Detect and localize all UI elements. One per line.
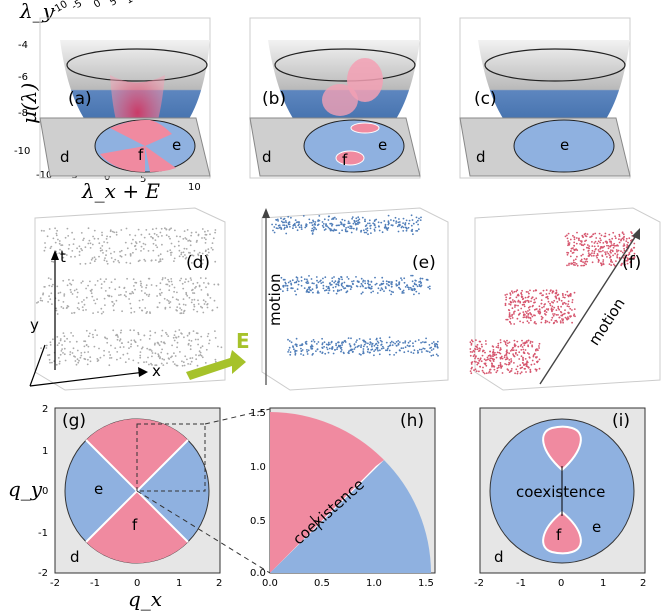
svg-text:-2: -2 [38,568,48,579]
svg-text:e: e [94,480,103,498]
svg-text:q_y: q_y [8,477,43,501]
svg-text:1.0: 1.0 [366,578,382,589]
panel-b-tag: (b) [262,89,286,109]
panel-f-tag: (f) [622,253,641,273]
svg-text:f: f [556,526,562,544]
panel-e: motion (e) [261,207,449,391]
svg-text:1.0: 1.0 [250,462,266,473]
svg-text:0: 0 [92,0,103,11]
panel-h: coexistence (h) 0.0 0.5 1.0 1.5 1.5 1.0 … [250,407,436,589]
svg-text:0.0: 0.0 [250,568,266,579]
panel-d-tag: (d) [186,253,210,273]
svg-text:2: 2 [640,578,646,589]
field-label: E [236,329,250,353]
svg-text:f: f [138,146,144,164]
svg-text:-2: -2 [50,578,60,589]
svg-text:2: 2 [42,404,48,415]
panel-c-tag: (c) [474,89,497,109]
panel-c: (c) d e [459,17,631,179]
svg-text:2: 2 [216,578,222,589]
svg-text:y: y [30,316,39,334]
svg-text:-10: -10 [36,170,52,181]
svg-text:-4: -4 [18,40,28,51]
svg-text:q_x: q_x [128,587,162,611]
svg-text:1: 1 [176,578,182,589]
svg-text:-2: -2 [474,578,484,589]
top-row: μ(λ) λ_y λ_x + E -10 -5 0 5 10 -4 -6 -8 … [14,0,631,203]
panel-b-box [249,17,421,179]
lambda-y-axis-label: λ_y [19,0,55,23]
svg-text:d: d [262,148,272,166]
panel-b: (b) d e f [249,17,421,179]
field-arrow [186,350,246,380]
svg-text:-6: -6 [18,72,28,83]
svg-text:x: x [152,362,161,380]
svg-text:d: d [70,548,80,566]
svg-text:-8: -8 [18,108,28,119]
panel-a-tag: (a) [68,89,92,109]
svg-text:-5: -5 [70,0,84,13]
svg-text:1.5: 1.5 [418,578,434,589]
svg-text:d: d [494,548,504,566]
svg-text:1.5: 1.5 [250,408,266,419]
panel-f: motion (f) [469,207,661,391]
panel-h-tag: (h) [400,411,424,431]
svg-text:f: f [132,516,138,534]
svg-text:10: 10 [124,0,141,7]
panel-i: coexistence (i) d e f -2 -1 0 1 2 [474,407,646,589]
panel-c-box [459,17,631,179]
bottom-row: (g) d e f q_x q_y -2 -1 0 1 2 2 1 0 -1 -… [8,404,646,611]
svg-text:0.5: 0.5 [314,578,330,589]
particles-e [271,214,439,357]
svg-text:-1: -1 [516,578,526,589]
svg-text:d: d [60,148,70,166]
svg-text:d: d [476,148,486,166]
mu-axis-label: μ(λ) [17,83,41,124]
z-ticks: -4 -6 -8 -10 [14,40,30,157]
panel-a: (a) d e f [39,17,211,179]
lambda-x-axis-label: λ_x + E [81,179,160,203]
svg-text:t: t [60,248,66,266]
svg-text:f: f [342,151,348,169]
middle-row: t y x (d) E motion (e) motion (f) [29,207,661,391]
svg-text:e: e [172,136,181,154]
svg-text:10: 10 [188,182,201,193]
panel-e-tag: (e) [412,253,436,273]
svg-text:e: e [560,136,569,154]
svg-text:1: 1 [42,446,48,457]
svg-text:motion: motion [585,295,629,349]
svg-text:0.0: 0.0 [262,578,278,589]
svg-text:e: e [378,136,387,154]
svg-text:motion: motion [266,273,284,326]
svg-text:0: 0 [42,486,48,497]
svg-text:0.5: 0.5 [250,516,266,527]
svg-text:0: 0 [134,578,140,589]
svg-text:-1: -1 [90,578,100,589]
svg-text:e: e [592,518,601,536]
svg-text:5: 5 [108,0,119,9]
particles-f [469,231,636,375]
svg-text:-1: -1 [38,528,48,539]
svg-text:-10: -10 [14,146,30,157]
panel-a-box [39,17,211,179]
panel-i-tag: (i) [612,411,630,431]
svg-text:5: 5 [140,174,146,185]
svg-text:1: 1 [600,578,606,589]
panel-g: (g) d e f q_x q_y -2 -1 0 1 2 2 1 0 -1 -… [8,404,222,611]
svg-text:coexistence: coexistence [516,483,605,501]
panel-d: t y x (d) E [29,207,250,391]
panel-g-tag: (g) [62,411,86,431]
y-ticks-top: -10 -5 0 5 10 [50,0,141,17]
svg-text:0: 0 [558,578,564,589]
